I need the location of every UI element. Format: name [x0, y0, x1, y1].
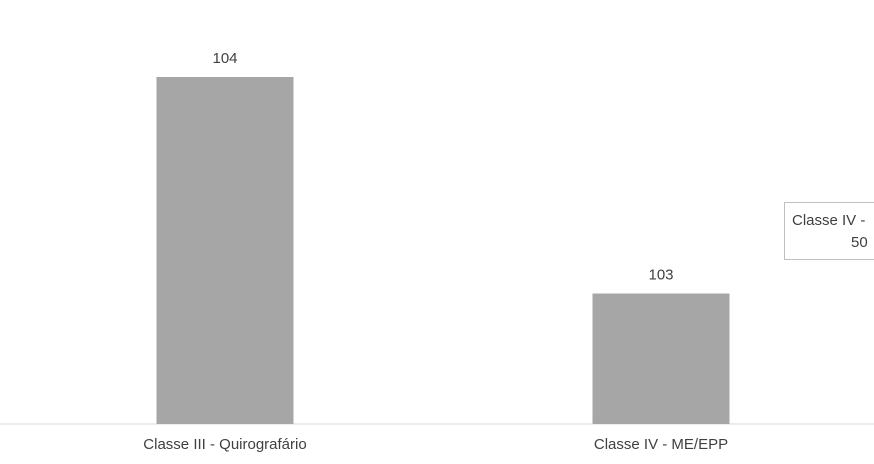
- callout-value: 50: [851, 234, 868, 251]
- data-label-2: 103: [648, 267, 673, 284]
- data-callout: Classe IV - 50: [784, 202, 874, 260]
- x-tick-labels-layer: Classe III - Quirografário Classe IV - ME…: [143, 436, 728, 453]
- x-tick-label-2: Classe IV - ME/EPP: [594, 436, 728, 453]
- bars-layer: [156, 77, 730, 424]
- bar-1: [156, 77, 294, 424]
- data-label-1: 104: [212, 50, 237, 67]
- callout-label: Classe IV -: [792, 212, 866, 229]
- bar-2: [592, 293, 730, 424]
- x-tick-label-1: Classe III - Quirografário: [143, 436, 306, 453]
- data-labels-layer: 104 103: [212, 50, 673, 284]
